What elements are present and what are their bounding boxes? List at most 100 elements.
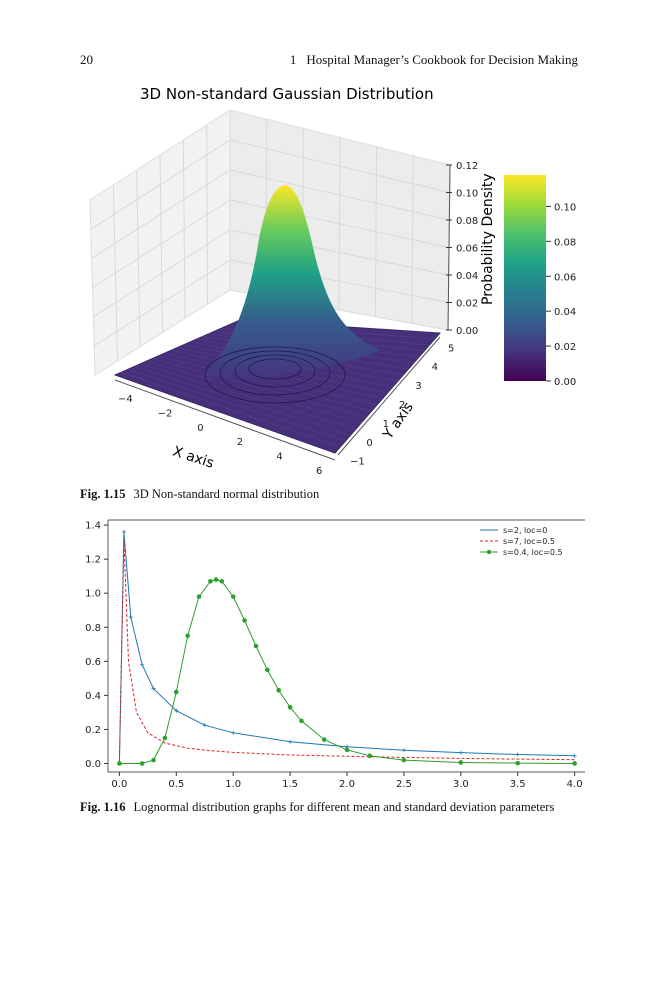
z-axis-label: Probability Density — [480, 173, 496, 305]
z-tick-label: 0.12 — [456, 161, 478, 172]
surface-plot-3d: 3D Non-standard Gaussian Distribution −4… — [89, 85, 576, 475]
x-tick-label: 0.5 — [168, 779, 184, 787]
x-axis-label: X axis — [171, 444, 216, 472]
x-tick-labels: −4 −2 0 2 4 6 — [118, 394, 322, 475]
y-tick-label: 0.6 — [85, 657, 101, 668]
data-point — [572, 753, 577, 758]
data-point — [458, 760, 464, 765]
data-point — [344, 747, 350, 753]
data-point — [140, 662, 145, 667]
colorbar-tick-labels: 0.00 0.02 0.04 0.06 0.08 0.10 — [546, 202, 576, 388]
y-tick-label: 0.2 — [85, 725, 101, 736]
x-tick-label: 3.5 — [510, 779, 526, 787]
series-line — [118, 531, 575, 764]
z-tick-labels: 0.00 0.02 0.04 0.06 0.08 0.10 0.12 — [446, 161, 478, 337]
data-point — [208, 578, 213, 584]
data-point — [242, 618, 247, 623]
data-point — [287, 704, 293, 710]
data-point — [458, 750, 463, 755]
y-tick-label: 4 — [432, 362, 438, 373]
data-point — [321, 737, 327, 742]
y-tick-label: 1 — [383, 419, 389, 430]
z-tick-label: 0.02 — [456, 299, 478, 310]
page-number: 20 — [80, 52, 93, 67]
x-tick-label: 3.0 — [453, 779, 469, 787]
data-point — [253, 643, 259, 649]
x-tick-label: −2 — [158, 408, 173, 419]
y-tick-label: 1.2 — [85, 555, 101, 566]
y-tick-label: 5 — [448, 343, 454, 354]
colorbar-tick-label: 0.04 — [554, 307, 576, 318]
running-header: 1 Hospital Manager’s Cookbook for Decisio… — [290, 52, 578, 68]
caption-text: Lognormal distribution graphs for differ… — [133, 800, 555, 814]
colorbar-tick-label: 0.00 — [554, 377, 576, 388]
colorbar-tick-label: 0.06 — [554, 272, 576, 283]
x-tick-label: 0 — [197, 423, 203, 434]
data-point — [174, 708, 179, 713]
data-point — [401, 748, 406, 753]
z-tick-label: 0.10 — [456, 189, 478, 200]
x-tick-label: −4 — [118, 394, 133, 405]
colorbar-tick-label: 0.08 — [554, 237, 576, 248]
y-tick-label: 2 — [399, 400, 405, 411]
z-tick-label: 0.06 — [456, 244, 478, 255]
y-tick-label: 1.4 — [85, 521, 101, 532]
y-tick-label: 0.0 — [85, 759, 101, 770]
z-tick-label: 0.08 — [456, 216, 478, 227]
data-point — [276, 687, 282, 693]
data-point — [202, 723, 207, 728]
data-point — [230, 594, 236, 599]
figure-1-15-caption: Fig. 1.15 3D Non-standard normal distribu… — [80, 487, 319, 502]
data-point — [213, 577, 219, 582]
series-line — [119, 579, 575, 764]
caption-label: Fig. 1.16 — [80, 800, 126, 814]
x-tick-label: 4.0 — [567, 779, 583, 787]
colorbar — [504, 175, 546, 381]
data-point — [219, 578, 225, 584]
x-tick-label: 4 — [276, 452, 282, 463]
data-point — [162, 735, 168, 741]
series-group — [117, 529, 577, 766]
x-tick-label: 2.5 — [396, 779, 412, 787]
data-point — [173, 689, 179, 695]
data-point — [515, 760, 521, 766]
data-point — [185, 633, 190, 639]
chapter-number: 1 — [289, 52, 297, 67]
data-point — [121, 529, 126, 534]
z-tick-label: 0.04 — [456, 271, 478, 282]
y-tick-labels: 0.0 0.2 0.4 0.6 0.8 1.0 1.2 1.4 — [85, 521, 108, 770]
gaussian-peak — [200, 185, 380, 381]
caption-label: Fig. 1.15 — [80, 487, 126, 501]
x-tick-labels: 0.0 0.5 1.0 1.5 2.0 2.5 3.0 3.5 4.0 — [111, 772, 583, 787]
z-tick-label: 0.00 — [456, 326, 478, 337]
series-line — [118, 538, 575, 764]
data-point — [151, 686, 156, 691]
y-tick-label: 0 — [366, 438, 372, 449]
data-point — [128, 615, 133, 620]
lognormal-line-chart: 0.0 0.2 0.4 0.6 0.8 1.0 1.2 1.4 0.0 0.5 1.0 1.5 2.0… — [85, 519, 585, 787]
x-tick-label: 1.5 — [282, 779, 298, 787]
legend-label: s=0.4, loc=0.5 — [503, 548, 563, 557]
x-tick-label: 6 — [316, 466, 322, 475]
caption-text: 3D Non-standard normal distribution — [133, 487, 320, 501]
colorbar-tick-label: 0.02 — [554, 342, 576, 353]
legend: s=2, loc=0 s=7, loc=0.5 s=0.4, loc=0.5 — [480, 526, 563, 557]
x-tick-label: 1.0 — [225, 779, 241, 787]
data-point — [367, 753, 373, 759]
data-point — [231, 730, 236, 735]
legend-label: s=7, loc=0.5 — [503, 537, 555, 546]
data-point — [139, 761, 145, 766]
y-axis-line — [337, 336, 441, 456]
running-title: Hospital Manager’s Cookbook for Decision… — [306, 52, 578, 67]
x-tick-label: 0.0 — [111, 779, 127, 787]
data-point — [265, 667, 270, 673]
figure-1-16-caption: Fig. 1.16 Lognormal distribution graphs f… — [80, 800, 554, 815]
data-point — [299, 718, 304, 724]
x-axis-line — [114, 379, 336, 461]
data-point — [515, 752, 520, 757]
y-tick-label: 1.0 — [85, 589, 101, 600]
y-tick-label: 0.4 — [85, 691, 101, 702]
y-tick-label: −1 — [350, 457, 365, 468]
legend-marker — [486, 549, 492, 555]
